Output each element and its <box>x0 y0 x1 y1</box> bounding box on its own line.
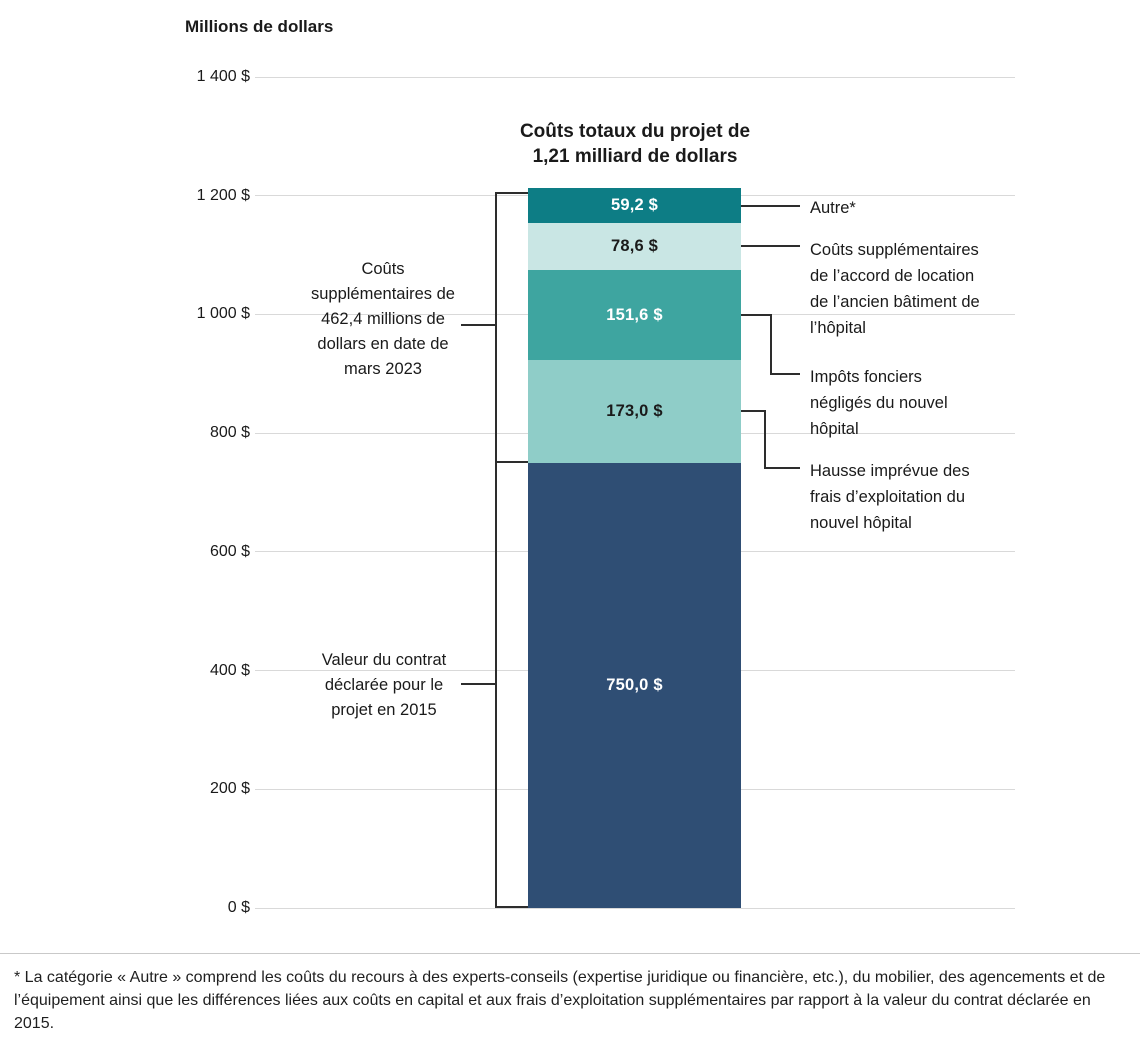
callout-line <box>764 467 800 469</box>
bar-segment-value-label: 59,2 $ <box>610 196 659 215</box>
y-tick-label-400: 400 $ <box>209 661 250 679</box>
bar-segment-location-ancien-batiment: 78,6 $ <box>528 223 741 271</box>
bracket-line <box>495 192 497 463</box>
y-tick-label-1400: 1 400 $ <box>196 68 250 85</box>
callout-line <box>741 410 766 412</box>
annotation-contract-value: Valeur du contrat déclarée pour le proje… <box>321 651 447 719</box>
bar-segment-autre: 59,2 $ <box>528 188 741 224</box>
callout-line <box>741 205 800 207</box>
bar-segment-value-label: 151,6 $ <box>606 305 663 324</box>
y-tick-label-800: 800 $ <box>209 424 250 442</box>
bar-segment-value-label: 750,0 $ <box>606 675 663 694</box>
bar-segment-impots-fonciers: 151,6 $ <box>528 270 741 361</box>
y-axis-title: Millions de dollars <box>185 17 334 36</box>
annotation-location: Coûts supplémentaires de l’accord de loc… <box>810 241 980 337</box>
bar-segment-valeur-contrat: 750,0 $ <box>528 462 741 908</box>
callout-line <box>741 314 772 316</box>
bracket-line <box>495 192 528 194</box>
bar-segment-value-label: 78,6 $ <box>610 237 659 256</box>
bracket-pointer-line <box>461 324 497 326</box>
annotation-autre: Autre* <box>810 199 856 217</box>
footnote-divider <box>0 953 1140 954</box>
gridline-0 <box>255 907 1015 909</box>
bar-title: Coûts totaux du projet de 1,21 milliard … <box>519 121 751 167</box>
annotation-hausse: Hausse imprévue des frais d’exploitation… <box>810 462 970 532</box>
callout-line <box>741 245 800 247</box>
bar-segment-hausse-frais-exploitation: 173,0 $ <box>528 360 741 463</box>
footnote: * La catégorie « Autre » comprend les co… <box>14 969 1106 1032</box>
callout-line <box>770 314 772 375</box>
callout-line <box>770 373 800 375</box>
bracket-line <box>495 461 528 463</box>
bracket-line <box>495 906 528 908</box>
gridline-1400 <box>255 76 1015 78</box>
y-tick-label-0: 0 $ <box>227 899 250 916</box>
annotation-additional-costs: Coûts supplémentaires de 462,4 millions … <box>310 260 455 378</box>
y-tick-label-200: 200 $ <box>209 780 250 798</box>
y-tick-label-1200: 1 200 $ <box>196 186 250 204</box>
bar-segment-value-label: 173,0 $ <box>606 401 663 420</box>
y-tick-label-600: 600 $ <box>209 542 250 560</box>
annotation-impots: Impôts fonciers négligés du nouvel hôpit… <box>810 368 948 438</box>
callout-line <box>764 410 766 469</box>
bracket-pointer-line <box>461 683 497 685</box>
y-tick-label-1000: 1 000 $ <box>196 305 250 323</box>
